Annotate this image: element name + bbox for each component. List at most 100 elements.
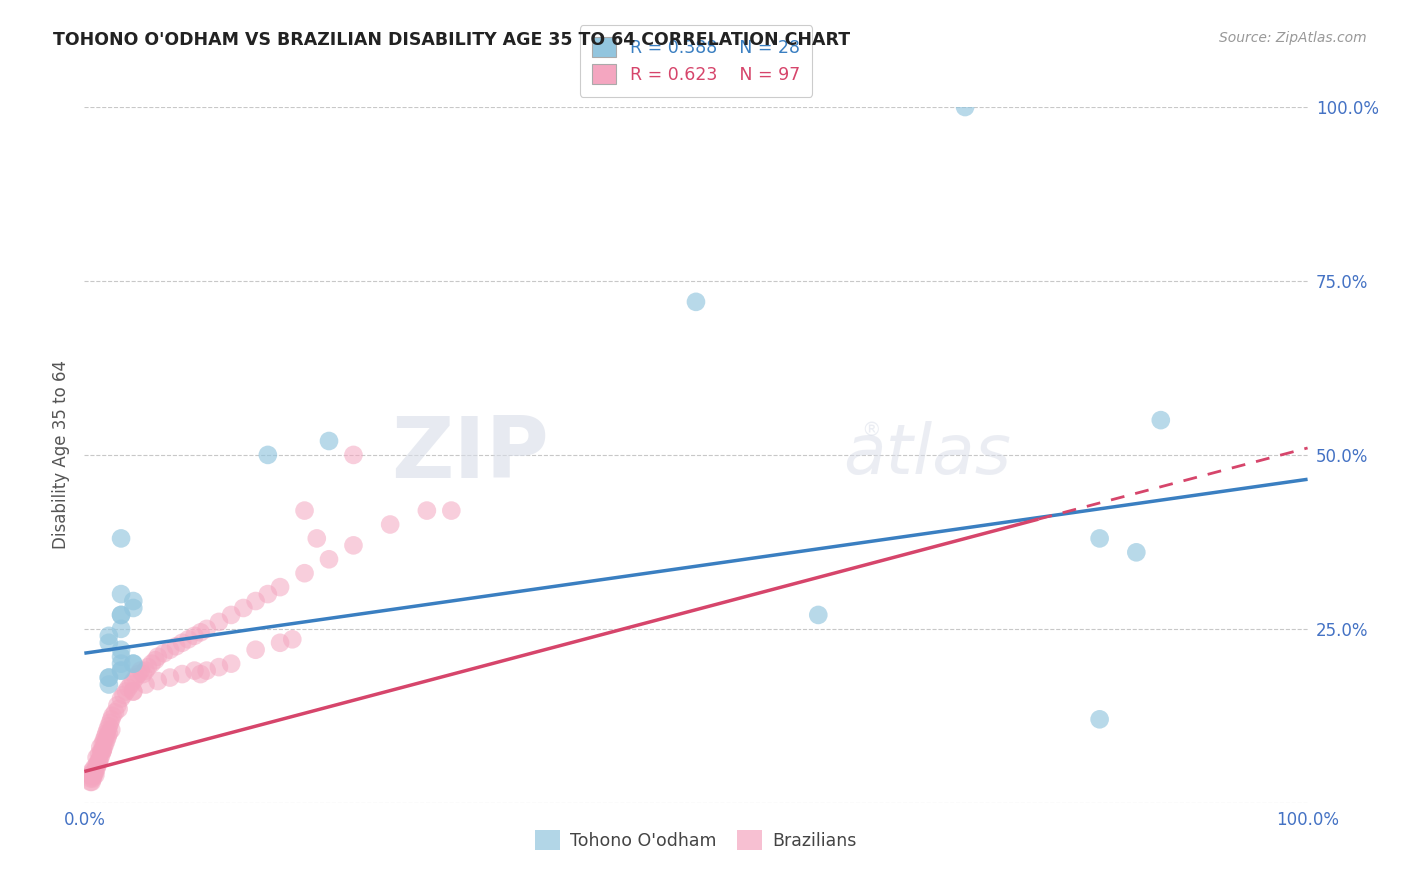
Point — [294, 503, 316, 517]
Point — [117, 681, 139, 695]
Point — [141, 657, 163, 671]
Point — [86, 757, 108, 772]
Point — [146, 649, 169, 664]
Point — [953, 100, 976, 114]
Point — [83, 766, 105, 780]
Point — [91, 744, 114, 758]
Point — [129, 664, 152, 678]
Point — [1125, 545, 1147, 559]
Point — [122, 657, 145, 671]
Point — [96, 733, 118, 747]
Point — [101, 708, 124, 723]
Point — [257, 587, 280, 601]
Point — [305, 532, 328, 546]
Point — [93, 740, 115, 755]
Point — [219, 607, 242, 622]
Point — [105, 698, 128, 713]
Point — [153, 646, 176, 660]
Point — [84, 768, 107, 782]
Point — [281, 632, 304, 647]
Point — [122, 594, 145, 608]
Point — [195, 622, 218, 636]
Point — [82, 768, 104, 782]
Point — [208, 615, 231, 629]
Point — [83, 764, 105, 779]
Point — [90, 747, 112, 761]
Point — [110, 642, 132, 657]
Point — [97, 730, 120, 744]
Point — [190, 667, 212, 681]
Point — [807, 607, 830, 622]
Point — [110, 664, 132, 678]
Point — [87, 754, 110, 768]
Point — [122, 657, 145, 671]
Point — [110, 587, 132, 601]
Point — [416, 503, 439, 517]
Point — [87, 747, 110, 761]
Point — [87, 754, 110, 768]
Point — [122, 601, 145, 615]
Text: ZIP: ZIP — [391, 413, 550, 497]
Point — [110, 664, 132, 678]
Point — [90, 744, 112, 758]
Point — [110, 691, 132, 706]
Point — [219, 657, 242, 671]
Point — [190, 625, 212, 640]
Point — [79, 775, 101, 789]
Point — [342, 538, 364, 552]
Point — [89, 740, 111, 755]
Point — [94, 737, 117, 751]
Point — [183, 664, 205, 678]
Point — [125, 671, 148, 685]
Point — [208, 660, 231, 674]
Point — [440, 503, 463, 517]
Point — [269, 580, 291, 594]
Point — [100, 723, 122, 737]
Point — [159, 642, 181, 657]
Point — [127, 667, 149, 681]
Point — [110, 657, 132, 671]
Point — [97, 636, 120, 650]
Point — [82, 769, 104, 783]
Point — [110, 607, 132, 622]
Point — [122, 684, 145, 698]
Point — [97, 719, 120, 733]
Point — [380, 517, 402, 532]
Point — [97, 726, 120, 740]
Point — [110, 532, 132, 546]
Point — [245, 642, 267, 657]
Point — [165, 639, 187, 653]
Point — [84, 764, 107, 779]
Point — [294, 566, 316, 581]
Point — [115, 684, 138, 698]
Point — [94, 730, 117, 744]
Point — [1088, 532, 1111, 546]
Point — [146, 674, 169, 689]
Point — [195, 664, 218, 678]
Point — [110, 607, 132, 622]
Point — [143, 653, 166, 667]
Point — [232, 601, 254, 615]
Point — [132, 667, 155, 681]
Legend: Tohono O'odham, Brazilians: Tohono O'odham, Brazilians — [529, 822, 863, 856]
Point — [86, 761, 108, 775]
Point — [112, 688, 135, 702]
Point — [79, 768, 101, 782]
Point — [98, 715, 121, 730]
Point — [86, 750, 108, 764]
Point — [91, 737, 114, 751]
Point — [110, 649, 132, 664]
Point — [135, 677, 157, 691]
Point — [120, 677, 142, 691]
Point — [177, 632, 200, 647]
Point — [135, 664, 157, 678]
Point — [257, 448, 280, 462]
Point — [685, 294, 707, 309]
Point — [122, 684, 145, 698]
Point — [97, 629, 120, 643]
Point — [172, 667, 194, 681]
Text: Source: ZipAtlas.com: Source: ZipAtlas.com — [1219, 31, 1367, 45]
Point — [183, 629, 205, 643]
Point — [79, 768, 101, 782]
Point — [1088, 712, 1111, 726]
